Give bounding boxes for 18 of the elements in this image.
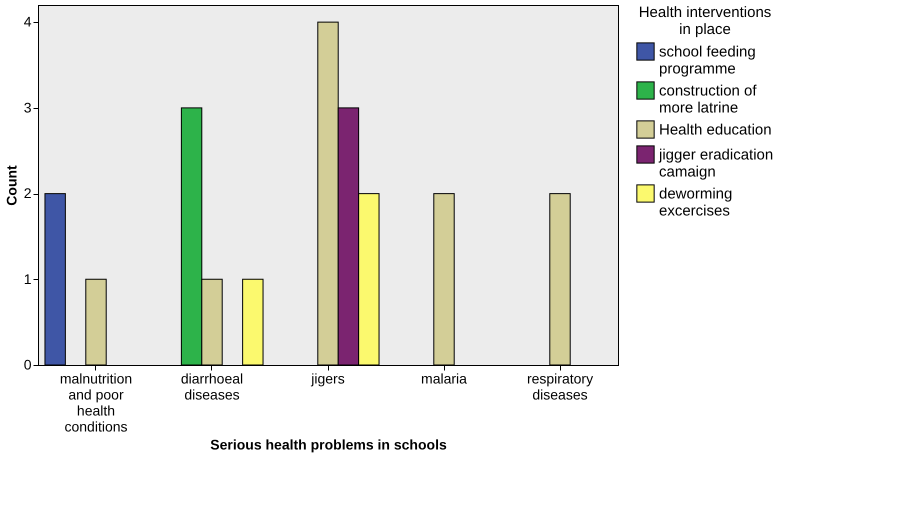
x-tick-label: jigers: [310, 370, 345, 386]
y-axis-title: Count: [4, 164, 20, 206]
x-tick-label: diarrhoeal diseases: [180, 370, 244, 402]
y-tick-label: 0: [24, 356, 32, 372]
legend-label: construction of more latrine: [659, 82, 758, 116]
x-tick-label: malnutrition and poor health conditions: [60, 370, 132, 434]
y-tick-label: 3: [24, 99, 32, 116]
legend-title: Health interventions in place: [638, 4, 772, 38]
y-tick-label: 1: [24, 270, 32, 287]
legend-label: deworming excercises: [659, 186, 732, 220]
x-tick-label: respiratory diseases: [526, 370, 594, 402]
y-tick-label: 2: [24, 185, 32, 202]
legend-label: school feeding programme: [659, 44, 756, 78]
x-tick-label: malaria: [421, 370, 468, 386]
legend-label: jigger eradication camaign: [658, 146, 774, 180]
y-tick-label: 4: [24, 14, 32, 30]
x-axis-title: Serious health problems in schools: [210, 436, 447, 452]
legend-label: Health education: [659, 122, 772, 138]
